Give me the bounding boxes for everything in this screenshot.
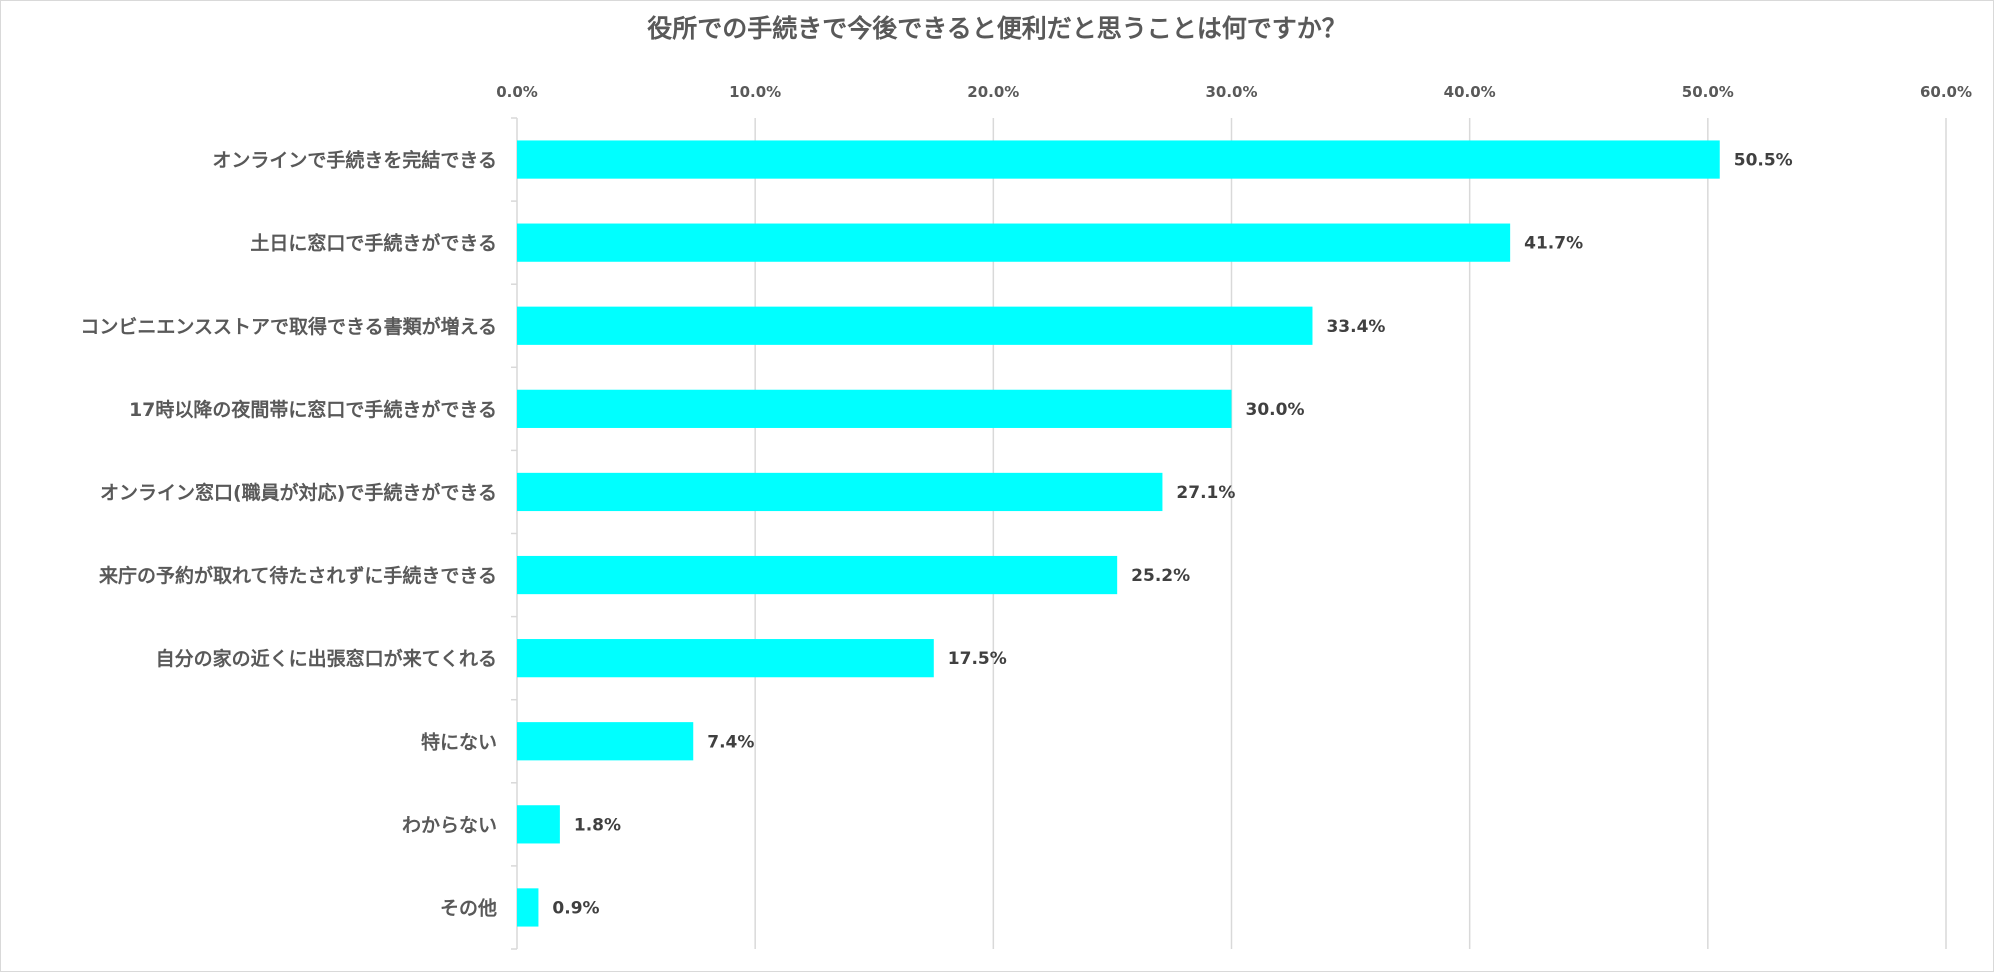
bar [517,555,1118,595]
data-label: 17.5% [948,649,1007,669]
bar [517,306,1313,345]
data-label: 50.5% [1734,151,1793,171]
bar [517,722,694,761]
x-tick-label: 0.0% [496,83,538,101]
x-tick-label: 30.0% [1205,83,1257,101]
category-label: 自分の家の近くに出張窓口が来てくれる [156,647,497,670]
data-label: 1.8% [574,815,621,835]
category-label: 特にない [421,731,497,753]
data-label: 7.4% [707,732,754,752]
x-tick-label: 50.0% [1682,83,1734,101]
data-labels: 50.5% 41.7% 33.4% 30.0% 27.1% 25.2% 17.5% 7.4% 1… [552,151,1792,919]
bar [517,389,1232,428]
category-label: オンラインで手続きを完結できる [212,149,497,172]
x-tick-labels: 0.0% 10.0% 20.0% 30.0% 40.0% 50.0% 60.0% [496,83,1972,101]
bar [517,140,1720,179]
bar [517,639,934,678]
x-tick-label: 10.0% [729,83,781,101]
data-label: 27.1% [1176,483,1235,503]
data-label: 0.9% [552,898,599,918]
category-label: コンビニエンスストアで取得できる書類が増える [80,315,497,338]
category-label: 来庁の予約が取れて待たされずに手続きできる [99,564,497,587]
x-tick-label: 60.0% [1920,83,1972,101]
category-label: 17時以降の夜間帯に窓口で手続きができる [129,398,497,421]
bar [517,472,1163,512]
category-labels: オンラインで手続きを完結できる土日に窓口で手続きができるコンビニエンスストアで取… [80,149,497,920]
data-label: 41.7% [1524,234,1583,254]
category-label: 土日に窓口で手続きができる [250,232,497,255]
bar [517,888,539,927]
data-label: 25.2% [1131,566,1190,586]
x-tick-label: 40.0% [1444,83,1496,101]
chart-title: 役所での手続きで今後できると便利だと思うことは何ですか？ [647,14,1347,43]
bar [517,805,560,844]
category-label: オンライン窓口(職員が対応)で手続きができる [100,481,497,504]
category-label: その他 [440,896,497,919]
bars [517,140,1720,927]
bar [517,223,1511,262]
x-tick-label: 20.0% [967,83,1019,101]
data-label: 33.4% [1326,317,1385,337]
category-label: わからない [402,814,497,836]
data-label: 30.0% [1246,400,1305,420]
